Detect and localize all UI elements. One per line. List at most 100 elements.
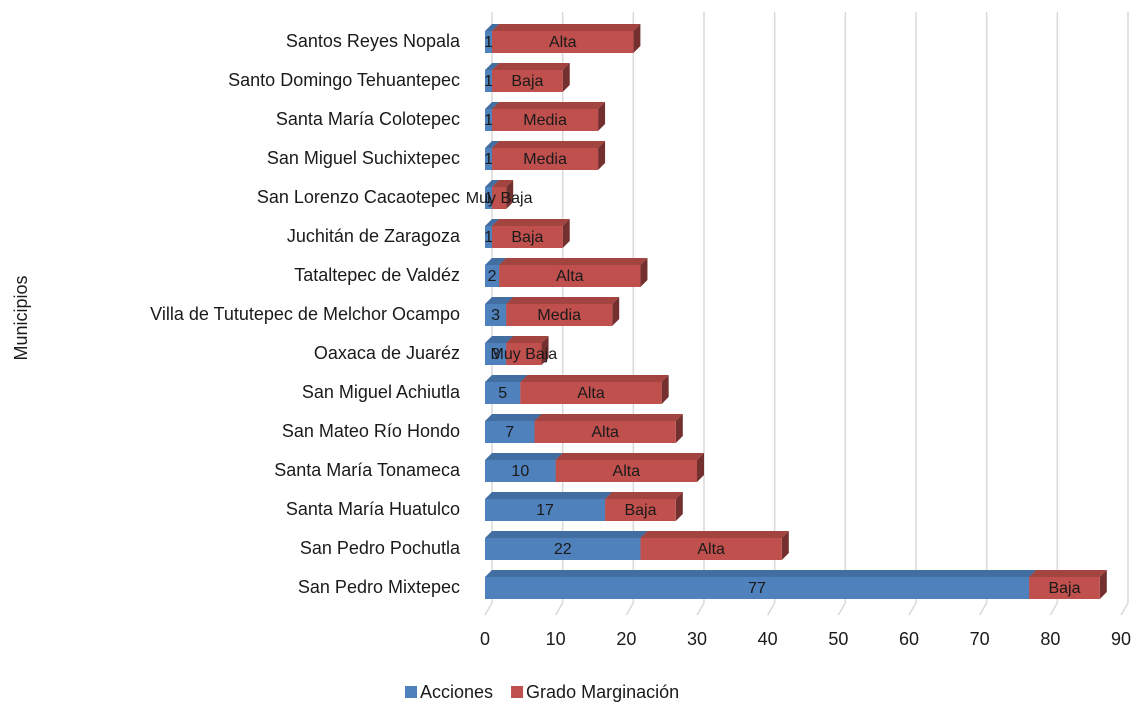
bar — [492, 226, 563, 248]
grid-floor — [625, 602, 634, 616]
x-tick-label: 90 — [1111, 629, 1131, 649]
y-tick-label: Santos Reyes Nopala — [286, 31, 461, 51]
bar — [485, 304, 507, 326]
x-tick-label: 80 — [1040, 629, 1060, 649]
legend-label: Acciones — [420, 682, 493, 702]
value-label: 5 — [498, 385, 507, 402]
bar-side — [640, 258, 648, 287]
bar — [485, 382, 521, 404]
grid-floor — [767, 602, 776, 616]
bar — [485, 31, 493, 53]
bar-top — [1029, 570, 1107, 577]
value-label: 10 — [511, 463, 529, 480]
bar-top — [485, 492, 613, 499]
value-label: 3 — [491, 307, 500, 324]
y-tick-label: San Pedro Pochutla — [300, 538, 461, 558]
bar — [485, 265, 500, 287]
x-tick-label: 10 — [546, 629, 566, 649]
bar — [492, 31, 634, 53]
bar — [506, 343, 542, 365]
value-label: 1 — [484, 229, 493, 246]
bar-side — [562, 219, 570, 248]
bar — [492, 70, 563, 92]
value-label: 2 — [488, 268, 497, 285]
value-label: Alta — [697, 541, 725, 558]
bar-top — [485, 453, 563, 460]
y-tick-label: Oaxaca de Juaréz — [314, 343, 460, 363]
y-tick-label: San Miguel Suchixtepec — [267, 148, 460, 168]
bar-side — [675, 414, 683, 443]
bar — [492, 109, 599, 131]
y-tick-label: Santo Domingo Tehuantepec — [228, 70, 460, 90]
bar — [1029, 577, 1100, 599]
y-tick-label: San Pedro Mixtepec — [298, 577, 460, 597]
x-tick-label: 70 — [970, 629, 990, 649]
grid-floor — [484, 602, 493, 616]
y-tick-label: San Mateo Río Hondo — [282, 421, 460, 441]
x-tick-label: 20 — [616, 629, 636, 649]
x-tick-label: 40 — [758, 629, 778, 649]
bar-top — [492, 219, 570, 226]
value-label: Alta — [556, 268, 584, 285]
bar — [520, 382, 662, 404]
value-label: 1 — [484, 151, 493, 168]
y-tick-label: Tataltepec de Valdéz — [294, 265, 460, 285]
bar-top — [485, 375, 528, 382]
bar-side — [661, 375, 669, 404]
value-label: Alta — [577, 385, 605, 402]
bar — [485, 421, 535, 443]
bar-top — [485, 570, 1037, 577]
bar — [506, 304, 613, 326]
bar-side — [1099, 570, 1107, 599]
bar-top — [492, 180, 514, 187]
legend-swatch — [511, 686, 524, 698]
bar — [485, 460, 556, 482]
bar-top — [492, 24, 641, 31]
bar-top — [485, 219, 500, 226]
bar — [640, 538, 782, 560]
value-label: Media — [523, 112, 567, 129]
value-label: Muy Baja — [466, 190, 533, 207]
bar-side — [598, 102, 606, 131]
grid-floor — [837, 602, 846, 616]
bar-top — [485, 141, 500, 148]
bar — [485, 538, 641, 560]
bar — [492, 148, 599, 170]
grid-floor — [555, 602, 564, 616]
legend-swatch — [405, 686, 417, 698]
value-label: Media — [523, 151, 567, 168]
bar — [555, 460, 697, 482]
bar — [534, 421, 676, 443]
bar-side — [633, 24, 641, 53]
bar — [499, 265, 641, 287]
bar-side — [697, 453, 704, 482]
value-label: 17 — [536, 502, 554, 519]
bar-top — [485, 414, 542, 421]
value-label: Media — [537, 307, 581, 324]
bar-side — [675, 492, 683, 521]
y-tick-label: San Lorenzo Cacaotepec — [257, 187, 460, 207]
x-tick-label: 60 — [899, 629, 919, 649]
bar-top — [485, 258, 507, 265]
bar-top — [499, 258, 648, 265]
value-label: Baja — [511, 73, 543, 90]
x-tick-label: 30 — [687, 629, 707, 649]
bar-top — [534, 414, 683, 421]
bar-top — [492, 141, 606, 148]
bar-top — [485, 102, 500, 109]
value-label: Alta — [549, 34, 577, 51]
value-label: 1 — [484, 112, 493, 129]
bar — [485, 226, 493, 248]
y-tick-label: Santa María Tonameca — [274, 460, 461, 480]
bar-side — [541, 336, 549, 365]
bar-top — [485, 24, 500, 31]
value-label: Alta — [591, 424, 619, 441]
bar-side — [506, 180, 514, 209]
value-label: 3 — [491, 346, 500, 363]
value-label: 7 — [505, 424, 514, 441]
bar — [485, 577, 1030, 599]
bar-top — [485, 297, 514, 304]
bar-top — [485, 336, 514, 343]
value-label: Muy Baja — [491, 346, 558, 363]
